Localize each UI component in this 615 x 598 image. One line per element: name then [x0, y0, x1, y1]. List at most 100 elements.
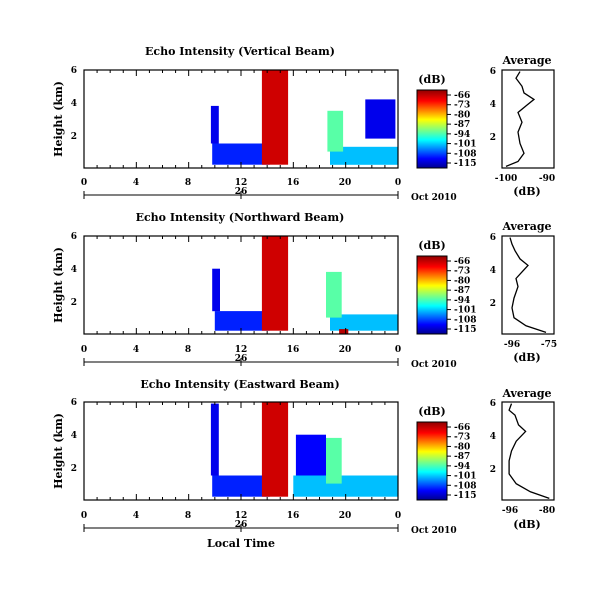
- profile-y-tick: 2: [490, 299, 496, 309]
- colorbar-tick-label: -87: [454, 286, 470, 296]
- x-tick-label: 16: [287, 511, 300, 521]
- x-tick-label: 4: [133, 178, 139, 188]
- echo-region: [365, 99, 395, 138]
- date-label: Oct 2010: [411, 193, 457, 203]
- panel-title: Echo Intensity (Eastward Beam): [140, 378, 339, 391]
- echo-region: [215, 311, 270, 331]
- echo-region: [326, 438, 342, 484]
- profile-title: Average: [501, 387, 551, 400]
- profile-x-label: (dB): [513, 518, 540, 531]
- colorbar-tick-label: -87: [454, 120, 470, 130]
- panel-title: Echo Intensity (Northward Beam): [136, 211, 345, 224]
- x-tick-label: 0: [81, 511, 87, 521]
- y-axis-label: Height (km): [52, 81, 65, 157]
- x-tick-label: 0: [81, 345, 87, 355]
- colorbar-tick-label: -101: [454, 306, 477, 316]
- profile-y-tick: 4: [490, 266, 496, 276]
- colorbar-tick-label: -80: [454, 442, 470, 452]
- date-label: Oct 2010: [411, 360, 457, 370]
- y-axis-label: Height (km): [52, 247, 65, 323]
- echo-region: [339, 329, 348, 334]
- colorbar-label: (dB): [418, 405, 445, 418]
- colorbar-tick-label: -115: [454, 325, 477, 335]
- profile-frame: [502, 236, 554, 334]
- profile-x-tick: -96: [502, 506, 518, 516]
- x-tick-label: 8: [185, 345, 191, 355]
- y-tick-label: 2: [71, 298, 77, 308]
- date-tick-label: 26: [235, 187, 248, 197]
- profile-y-tick: 6: [490, 67, 496, 77]
- profile-y-tick: 6: [490, 233, 496, 243]
- profile-title: Average: [501, 220, 551, 233]
- colorbar-tick-label: -94: [454, 462, 470, 472]
- panel-eastward-beam: Echo Intensity (Eastward Beam) Height (k…: [52, 378, 555, 550]
- profile-title: Average: [501, 54, 551, 67]
- average-profile: [510, 238, 546, 333]
- profile-y-tick: 4: [490, 100, 496, 110]
- colorbar-ticks: -66-73-80-87-94-101-108-115: [447, 423, 477, 501]
- profile-x-label: (dB): [513, 351, 540, 364]
- colorbar-tick-label: -108: [454, 481, 477, 491]
- x-tick-label: 0: [395, 345, 401, 355]
- echo-region: [212, 476, 270, 497]
- colorbar-tick-label: -101: [454, 472, 477, 482]
- colorbar-tick-label: -115: [454, 159, 477, 169]
- x-tick-label: 20: [339, 178, 352, 188]
- colorbar-tick-label: -108: [454, 315, 477, 325]
- profile-x-tick: -90: [539, 174, 555, 184]
- y-axis-label: Height (km): [52, 413, 65, 489]
- profile-y-tick: 6: [490, 399, 496, 409]
- profile-x-label: (dB): [513, 185, 540, 198]
- profile-x-tick: -75: [541, 340, 557, 350]
- colorbar-tick-label: -73: [454, 101, 470, 111]
- y-tick-label: 4: [71, 265, 77, 275]
- colorbar-ticks: -66-73-80-87-94-101-108-115: [447, 91, 477, 169]
- colorbar-tick-label: -94: [454, 130, 470, 140]
- x-tick-label: 16: [287, 178, 300, 188]
- x-tick-label: 16: [287, 345, 300, 355]
- y-tick-label: 6: [71, 66, 77, 76]
- colorbar: [417, 90, 447, 168]
- average-profile-line: [506, 72, 534, 167]
- echo-region: [327, 111, 343, 152]
- profile-x-tick: -80: [539, 506, 555, 516]
- x-tick-label: 8: [185, 511, 191, 521]
- echo-region: [326, 272, 342, 318]
- colorbar-ticks: -66-73-80-87-94-101-108-115: [447, 257, 477, 335]
- echo-region: [212, 144, 270, 165]
- y-tick-label: 6: [71, 398, 77, 408]
- x-tick-label: 4: [133, 511, 139, 521]
- colorbar-tick-label: -87: [454, 452, 470, 462]
- y-tick-label: 4: [71, 99, 77, 109]
- echo-heatmap: [212, 236, 398, 334]
- y-tick-label: 2: [71, 464, 77, 474]
- y-tick-label: 4: [71, 431, 77, 441]
- x-tick-label: 20: [339, 345, 352, 355]
- panel-northward-beam: Echo Intensity (Northward Beam) Height (…: [52, 211, 557, 370]
- profile-x-tick: -100: [495, 174, 518, 184]
- echo-region: [262, 70, 288, 165]
- profile-y-tick: 2: [490, 133, 496, 143]
- colorbar: [417, 422, 447, 500]
- echo-intensity-figure: Echo Intensity (Vertical Beam) Height (k…: [0, 0, 615, 598]
- x-tick-label: 0: [81, 178, 87, 188]
- date-tick-label: 26: [235, 520, 248, 530]
- average-profile-line: [509, 404, 549, 499]
- colorbar-tick-label: -94: [454, 296, 470, 306]
- colorbar-label: (dB): [418, 73, 445, 86]
- profile-y-tick: 2: [490, 465, 496, 475]
- echo-region: [212, 269, 220, 312]
- date-label: Oct 2010: [411, 526, 457, 536]
- x-tick-label: 20: [339, 511, 352, 521]
- echo-heatmap: [211, 70, 398, 165]
- x-tick-label: 4: [133, 345, 139, 355]
- colorbar-tick-label: -66: [454, 423, 470, 433]
- x-axis-label: Local Time: [207, 537, 275, 550]
- profile-frame: [502, 70, 554, 168]
- colorbar-tick-label: -80: [454, 276, 470, 286]
- profile-frame: [502, 402, 554, 500]
- echo-heatmap: [211, 402, 398, 497]
- y-tick-label: 6: [71, 232, 77, 242]
- average-profile: [509, 404, 549, 499]
- echo-region: [293, 476, 398, 497]
